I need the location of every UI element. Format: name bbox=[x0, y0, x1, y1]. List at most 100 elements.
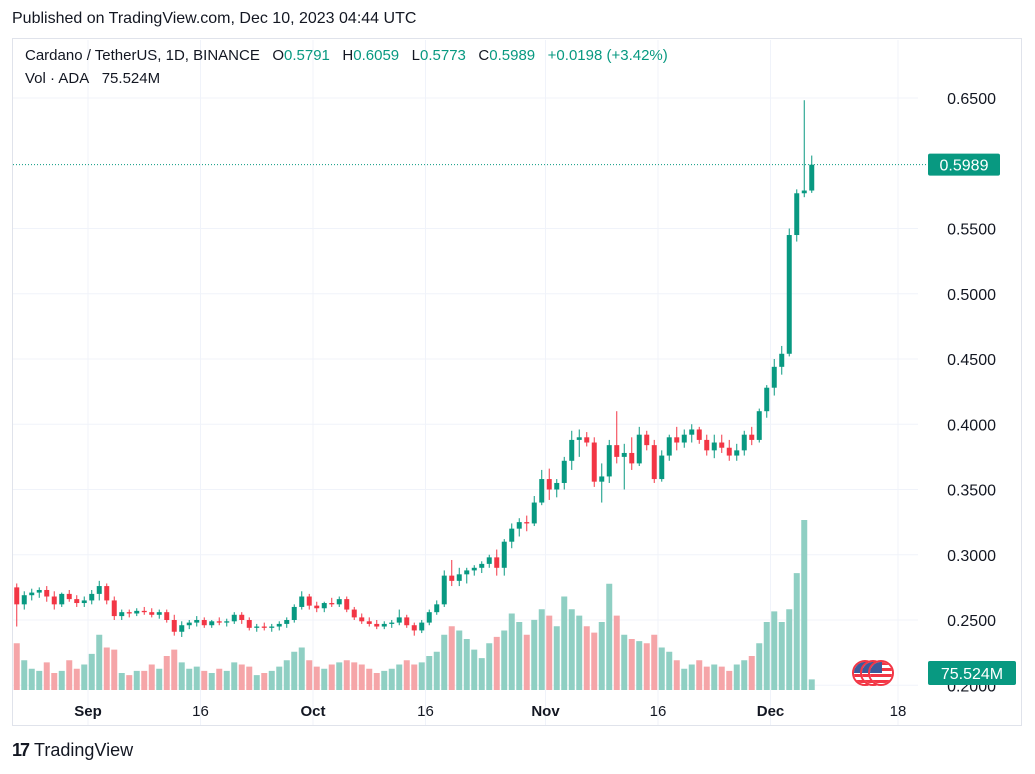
candle-body[interactable] bbox=[741, 434, 747, 451]
candle-body[interactable] bbox=[194, 620, 200, 623]
candle-body[interactable] bbox=[449, 575, 455, 581]
candle-body[interactable] bbox=[216, 621, 222, 623]
candle-body[interactable] bbox=[396, 617, 402, 623]
candle-body[interactable] bbox=[276, 623, 282, 627]
candle-body[interactable] bbox=[681, 434, 687, 443]
candle-body[interactable] bbox=[224, 621, 230, 623]
candle-body[interactable] bbox=[306, 596, 312, 606]
candle-body[interactable] bbox=[14, 587, 20, 605]
candle-body[interactable] bbox=[561, 460, 567, 483]
candle-body[interactable] bbox=[464, 570, 470, 575]
candle-body[interactable] bbox=[794, 193, 800, 236]
candle-body[interactable] bbox=[291, 606, 297, 620]
candle-body[interactable] bbox=[134, 610, 140, 614]
candle-body[interactable] bbox=[164, 612, 170, 620]
candle-body[interactable] bbox=[359, 617, 365, 622]
candle-body[interactable] bbox=[321, 603, 327, 609]
candle-body[interactable] bbox=[704, 439, 710, 451]
candle-body[interactable] bbox=[726, 447, 732, 456]
candle-body[interactable] bbox=[419, 622, 425, 631]
candle-body[interactable] bbox=[636, 434, 642, 464]
candle-body[interactable] bbox=[374, 623, 380, 627]
candle-body[interactable] bbox=[59, 593, 65, 605]
candle-body[interactable] bbox=[584, 437, 590, 443]
candle-body[interactable] bbox=[659, 455, 665, 480]
candle-body[interactable] bbox=[764, 387, 770, 412]
candle-body[interactable] bbox=[366, 621, 372, 624]
candle-body[interactable] bbox=[494, 557, 500, 568]
candle-body[interactable] bbox=[546, 479, 552, 490]
candle-body[interactable] bbox=[126, 612, 132, 614]
candle-body[interactable] bbox=[621, 452, 627, 457]
candle-body[interactable] bbox=[89, 593, 95, 601]
candle-body[interactable] bbox=[651, 445, 657, 480]
candle-body[interactable] bbox=[531, 502, 537, 524]
candle-body[interactable] bbox=[674, 437, 680, 443]
candle-body[interactable] bbox=[231, 614, 237, 622]
candle-body[interactable] bbox=[104, 586, 110, 601]
symbol-label[interactable]: Cardano / TetherUS, 1D, BINANCE bbox=[25, 47, 260, 64]
candle-body[interactable] bbox=[351, 609, 357, 618]
candle-body[interactable] bbox=[21, 595, 27, 605]
candle-body[interactable] bbox=[299, 596, 305, 607]
candle-body[interactable] bbox=[801, 190, 807, 194]
candle-body[interactable] bbox=[246, 620, 252, 628]
candle-body[interactable] bbox=[749, 434, 755, 440]
candle-body[interactable] bbox=[479, 563, 485, 568]
candle-body[interactable] bbox=[81, 600, 87, 604]
candle-body[interactable] bbox=[779, 353, 785, 367]
candle-body[interactable] bbox=[156, 612, 162, 615]
candle-body[interactable] bbox=[734, 450, 740, 456]
candle-body[interactable] bbox=[269, 626, 275, 628]
us-flag-icon[interactable] bbox=[868, 660, 894, 686]
candle-body[interactable] bbox=[119, 612, 125, 617]
candle-body[interactable] bbox=[254, 626, 260, 628]
candle-body[interactable] bbox=[501, 541, 507, 568]
candle-body[interactable] bbox=[711, 442, 717, 451]
candle-body[interactable] bbox=[809, 164, 815, 191]
candle-body[interactable] bbox=[786, 235, 792, 354]
candle-body[interactable] bbox=[719, 442, 725, 448]
candle-body[interactable] bbox=[66, 593, 72, 600]
candle-body[interactable] bbox=[201, 620, 207, 626]
candle-body[interactable] bbox=[486, 557, 492, 564]
candle-body[interactable] bbox=[539, 479, 545, 503]
candle-body[interactable] bbox=[141, 610, 147, 613]
candle-body[interactable] bbox=[149, 612, 155, 615]
candle-body[interactable] bbox=[44, 589, 50, 597]
candle-body[interactable] bbox=[629, 452, 635, 464]
candle-body[interactable] bbox=[344, 599, 350, 610]
candle-body[interactable] bbox=[51, 596, 57, 605]
candle-body[interactable] bbox=[404, 617, 410, 626]
candle-body[interactable] bbox=[606, 445, 612, 477]
candle-body[interactable] bbox=[689, 429, 695, 435]
candle-body[interactable] bbox=[336, 599, 342, 605]
candle-body[interactable] bbox=[179, 625, 185, 632]
candle-body[interactable] bbox=[509, 528, 515, 542]
candle-body[interactable] bbox=[576, 437, 582, 440]
candle-body[interactable] bbox=[426, 612, 432, 623]
candle-body[interactable] bbox=[569, 439, 575, 461]
candle-body[interactable] bbox=[591, 442, 597, 482]
candle-body[interactable] bbox=[329, 603, 335, 605]
candle-body[interactable] bbox=[666, 437, 672, 456]
candle-body[interactable] bbox=[314, 605, 320, 609]
candle-body[interactable] bbox=[36, 589, 42, 593]
candle-body[interactable] bbox=[441, 575, 447, 605]
candle-body[interactable] bbox=[696, 429, 702, 440]
candle-body[interactable] bbox=[456, 574, 462, 581]
candle-body[interactable] bbox=[284, 620, 290, 624]
candle-body[interactable] bbox=[96, 586, 102, 594]
candle-body[interactable] bbox=[614, 445, 620, 457]
tradingview-footer[interactable]: 17 TradingView bbox=[12, 740, 133, 761]
candle-body[interactable] bbox=[516, 522, 522, 529]
candle-body[interactable] bbox=[554, 482, 560, 490]
candle-body[interactable] bbox=[471, 567, 477, 571]
candle-body[interactable] bbox=[239, 614, 245, 620]
candle-body[interactable] bbox=[209, 621, 215, 626]
candle-body[interactable] bbox=[29, 592, 35, 596]
candle-body[interactable] bbox=[411, 625, 417, 631]
candle-body[interactable] bbox=[186, 622, 192, 626]
candle-body[interactable] bbox=[599, 476, 605, 482]
